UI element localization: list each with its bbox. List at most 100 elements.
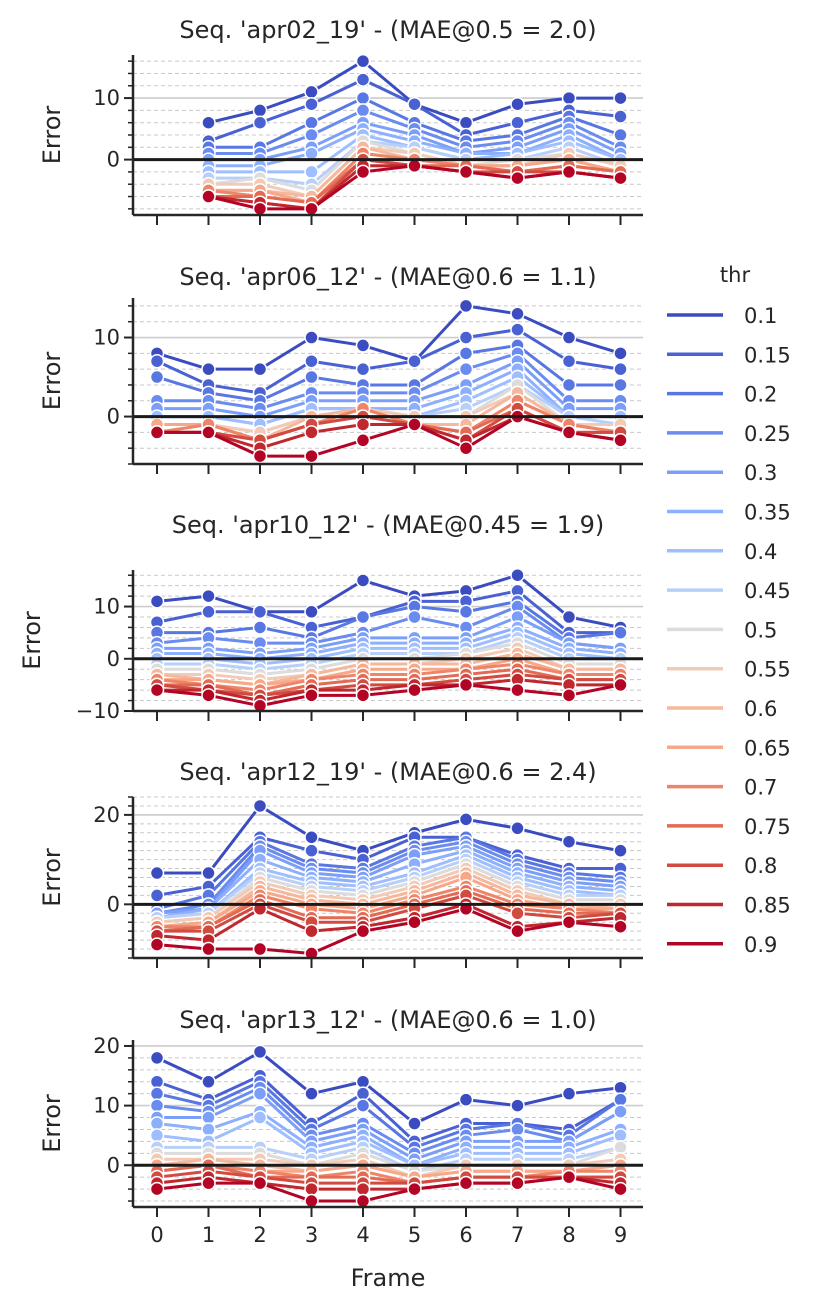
data-point [407,1116,422,1131]
data-point [561,425,577,440]
subplot-4: 0 20 Seq. 'apr12_19' - (MAE@0.6 = 2.4) Erro… [38,758,643,968]
data-point [407,914,422,930]
data-point [304,201,319,217]
series-0.9 [149,677,628,714]
data-point [304,688,319,703]
data-point [510,1098,525,1113]
data-point [304,369,319,385]
series-line [157,415,621,458]
data-point [149,937,165,952]
series-line [157,407,621,442]
series-line [156,835,621,911]
data-point [149,1086,165,1101]
legend-entry: 0.15 [667,343,791,367]
data-point [252,115,268,130]
data-point [201,115,216,130]
data-point [561,377,577,393]
data-point [458,440,474,456]
series-line [156,853,621,920]
data-point [561,164,577,180]
legend-entry: 0.35 [667,501,791,525]
data-point [149,1181,165,1197]
series-line [156,343,621,403]
series-line [157,615,621,656]
legend-label: 0.3 [744,461,777,485]
y-axis-label: Error [18,611,46,670]
data-point [510,306,525,322]
data-point [355,923,371,939]
legend-entry: 0.5 [667,618,777,642]
x-tick-label: 4 [356,1223,369,1247]
data-point [149,594,165,609]
data-point [252,1175,268,1191]
data-point [510,567,525,583]
series-line [156,662,621,692]
data-point [458,346,474,361]
series-line [156,1110,621,1167]
data-point [407,682,422,698]
x-tick-label: 2 [253,1223,266,1247]
series-line [156,858,621,920]
data-point [149,888,165,903]
data-point [561,90,577,106]
data-point [252,604,268,620]
data-point [252,941,268,957]
data-point [201,588,216,604]
data-point [613,361,628,377]
data-point [304,164,319,180]
series-line [157,636,621,671]
series-line [157,1145,621,1173]
legend-entry: 0.9 [667,933,777,957]
data-point [407,609,422,625]
series-line [157,351,621,411]
data-point [458,298,474,314]
series-line [156,573,621,629]
legend-entry: 0.85 [667,894,791,918]
series-0.2 [149,594,628,646]
series-line [157,1092,622,1161]
x-tick-label: 1 [202,1223,215,1247]
data-point [510,1122,525,1137]
legend-label: 0.7 [744,776,777,800]
y-tick-label: 20 [93,803,120,827]
series-line [156,1163,621,1185]
legend-label: 0.4 [744,540,777,564]
x-tick-label: 3 [305,1223,318,1247]
x-tick-label: 6 [459,1223,472,1247]
legend-label: 0.2 [744,383,777,407]
legend-label: 0.6 [744,697,777,721]
data-point [561,353,577,369]
data-point [304,830,319,845]
legend-label: 0.1 [744,304,777,328]
data-point [149,1116,165,1131]
data-point [613,1092,628,1107]
data-point [355,164,371,180]
series-line [157,359,621,419]
legend-label: 0.9 [744,933,777,957]
data-point [407,417,422,432]
legend-entry: 0.55 [667,658,791,682]
legend: thr 0.1 0.15 0.2 0.25 0.3 0.35 0.4 0.45 0.5 0.55 0… [667,263,791,957]
x-tick-label: 8 [562,1223,575,1247]
data-point [252,103,268,118]
series-line [156,1080,622,1149]
data-point [149,682,165,698]
data-point [304,1086,319,1101]
data-point [304,127,319,143]
data-point [252,620,268,635]
y-tick-label: 0 [107,405,120,429]
data-point [149,353,165,369]
data-point [201,865,216,881]
legend-label: 0.8 [744,854,777,878]
legend-entry: 0.1 [667,304,777,328]
y-axis-label: Error [38,106,66,165]
x-tick-label: 7 [511,1223,524,1247]
y-tick-label: 0 [107,1153,120,1177]
subplot-title: Seq. 'apr13_12' - (MAE@0.6 = 1.0) [179,1006,596,1034]
data-point [149,1074,165,1089]
data-point [149,369,165,385]
data-point [252,798,268,814]
series-line [156,867,621,924]
